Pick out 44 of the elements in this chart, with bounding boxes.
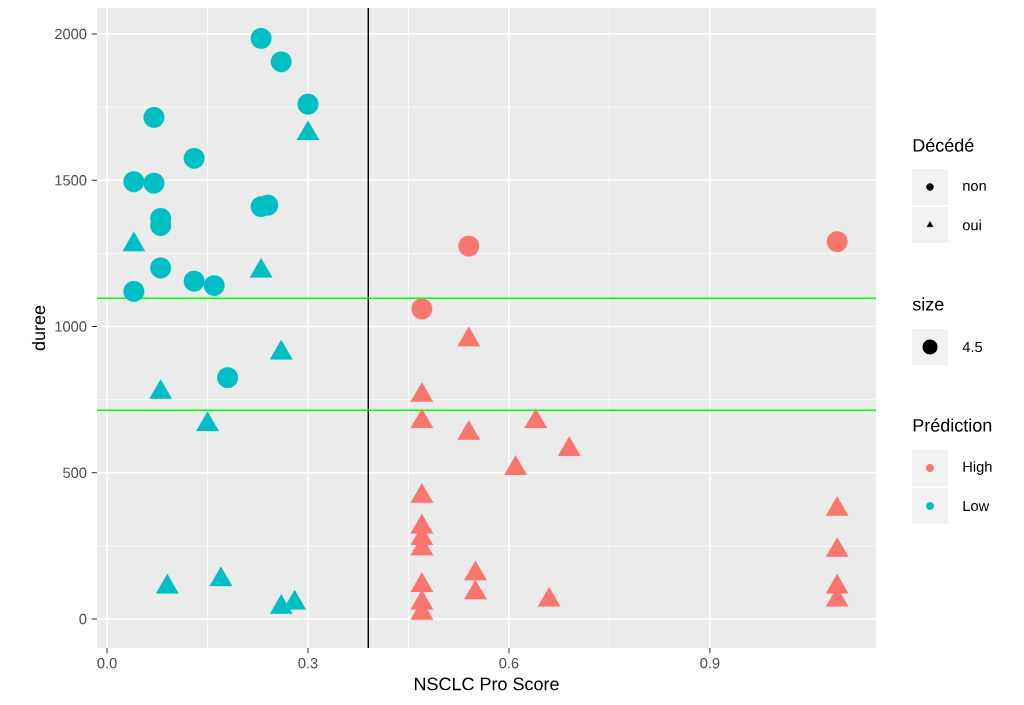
point <box>464 579 487 600</box>
point <box>457 420 481 440</box>
point <box>557 436 581 456</box>
y-tick-label: 0 <box>79 613 87 625</box>
text: Low <box>963 500 990 512</box>
x-tick-label: 0.9 <box>700 658 720 669</box>
text: non <box>963 182 986 191</box>
point <box>825 537 849 557</box>
text: Prédiction <box>913 418 992 432</box>
point <box>270 51 292 73</box>
point <box>297 93 319 115</box>
point <box>150 257 172 279</box>
point <box>457 326 481 347</box>
y-tick-label: 1500 <box>55 175 87 186</box>
point <box>410 483 434 503</box>
x-tick-label: 0.0 <box>97 658 117 669</box>
point <box>537 586 561 607</box>
x-axis-title: NSCLC Pro Score <box>414 677 559 691</box>
text: size <box>912 297 944 311</box>
point <box>123 280 145 302</box>
point <box>203 275 225 297</box>
point <box>524 408 548 429</box>
point <box>825 496 849 516</box>
x-tick-label: 0.6 <box>499 658 519 669</box>
point <box>183 147 205 169</box>
legend-title: Décédé <box>913 138 974 152</box>
point <box>250 27 272 49</box>
point <box>504 455 528 475</box>
y-axis-title: duree <box>31 305 46 351</box>
x-tick-label: 0.3 <box>298 658 318 669</box>
point <box>183 270 205 292</box>
y-tick-label: 2000 <box>55 28 87 40</box>
point <box>410 408 434 429</box>
point <box>123 171 145 193</box>
text: High <box>963 461 992 475</box>
text: 4.5 <box>962 341 983 353</box>
point <box>143 172 165 194</box>
point <box>464 560 487 581</box>
y-tick-label: 1000 <box>55 321 87 332</box>
y-tick-label: 500 <box>63 467 87 478</box>
text: oui <box>962 219 981 231</box>
point <box>143 106 165 128</box>
point <box>410 572 434 592</box>
point <box>410 382 434 402</box>
